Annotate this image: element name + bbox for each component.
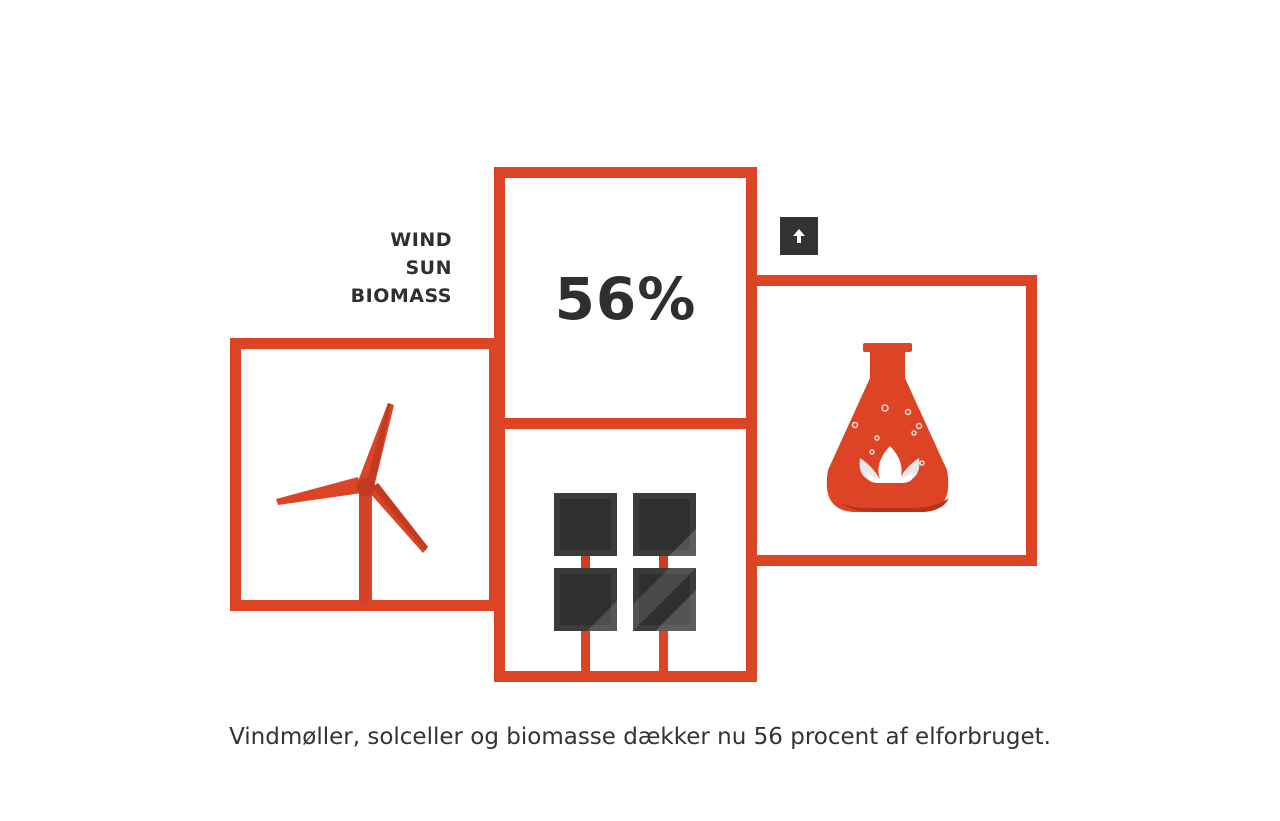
- solar-box: [494, 418, 757, 682]
- label-sun: SUN: [405, 257, 452, 279]
- label-wind: WIND: [390, 229, 452, 251]
- scroll-up-button[interactable]: [780, 217, 818, 255]
- caption: Vindmøller, solceller og biomasse dækker…: [229, 724, 1051, 750]
- flask-leaves-icon: [826, 343, 949, 512]
- percentage-box: [494, 167, 757, 431]
- percentage-value: 56%: [554, 265, 697, 333]
- label-biomass: BIOMASS: [350, 285, 452, 307]
- energy-source-labels: WIND SUN BIOMASS: [351, 226, 452, 310]
- arrow-up-icon: [793, 229, 805, 243]
- wind-turbine-icon: [276, 403, 428, 605]
- solar-panels-icon: [554, 493, 696, 671]
